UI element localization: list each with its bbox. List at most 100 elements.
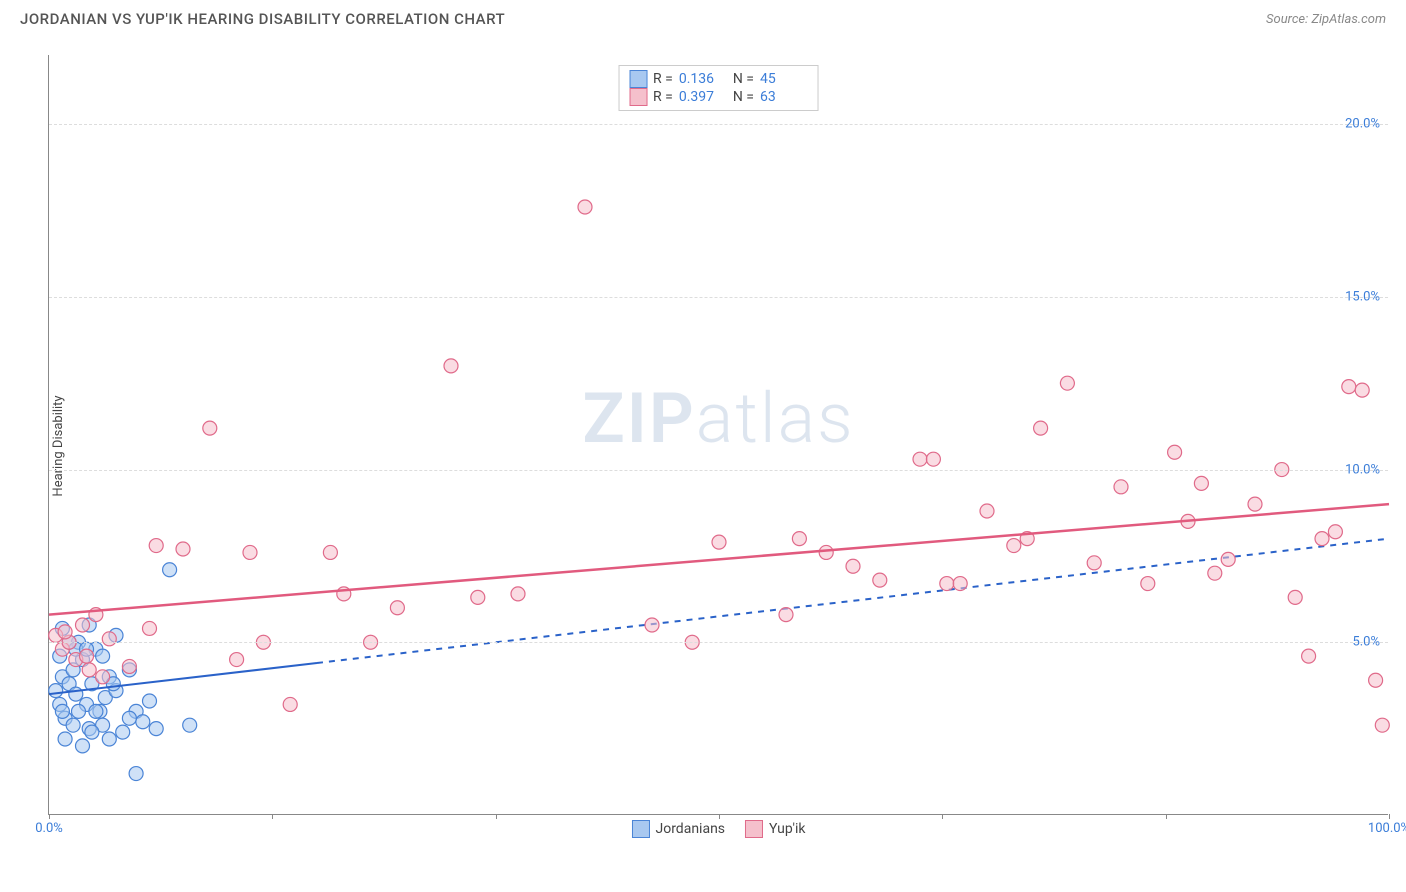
data-point xyxy=(390,601,404,615)
gridline xyxy=(49,124,1388,125)
data-point xyxy=(1328,525,1342,539)
data-point xyxy=(149,539,163,553)
data-point xyxy=(163,563,177,577)
data-point xyxy=(1168,445,1182,459)
y-tick-label: 20.0% xyxy=(1345,117,1380,132)
gridline xyxy=(49,470,1388,471)
data-point xyxy=(143,694,157,708)
data-point xyxy=(283,697,297,711)
stat-r-label: R = xyxy=(653,71,673,87)
data-point xyxy=(712,535,726,549)
chart-plot-area: ZIPatlas R =0.136N =45R =0.397N =63 Jord… xyxy=(48,55,1388,815)
stat-n-label: N = xyxy=(733,89,754,105)
data-point xyxy=(1060,376,1074,390)
data-point xyxy=(80,649,94,663)
data-point xyxy=(76,618,90,632)
legend-swatch xyxy=(629,70,647,88)
x-tick-mark xyxy=(1389,814,1390,819)
data-point xyxy=(143,621,157,635)
data-point xyxy=(203,421,217,435)
y-tick-label: 15.0% xyxy=(1345,289,1380,304)
legend-series-item: Yup'ik xyxy=(745,820,805,838)
data-point xyxy=(116,725,130,739)
x-tick-mark xyxy=(1166,814,1167,819)
page-title: JORDANIAN VS YUP'IK HEARING DISABILITY C… xyxy=(20,10,505,28)
data-point xyxy=(1221,552,1235,566)
data-point xyxy=(102,732,116,746)
data-point xyxy=(980,504,994,518)
stat-r-value: 0.136 xyxy=(679,71,727,87)
data-point xyxy=(1342,380,1356,394)
data-point xyxy=(1355,383,1369,397)
data-point xyxy=(323,545,337,559)
data-point xyxy=(82,663,96,677)
stat-n-value: 63 xyxy=(760,89,808,105)
data-point xyxy=(578,200,592,214)
data-point xyxy=(792,532,806,546)
data-point xyxy=(69,687,83,701)
legend-swatch xyxy=(629,88,647,106)
data-point xyxy=(66,718,80,732)
data-point xyxy=(58,732,72,746)
data-point xyxy=(940,577,954,591)
gridline xyxy=(49,297,1388,298)
data-point xyxy=(136,715,150,729)
y-tick-label: 5.0% xyxy=(1352,635,1380,650)
legend-series: Jordanians Yup'ik xyxy=(631,820,805,838)
data-point xyxy=(819,545,833,559)
data-point xyxy=(1208,566,1222,580)
data-point xyxy=(49,684,63,698)
gridline xyxy=(49,642,1388,643)
data-point xyxy=(76,739,90,753)
x-tick-mark xyxy=(942,814,943,819)
scatter-plot-svg xyxy=(49,55,1388,814)
legend-stat-row: R =0.397N =63 xyxy=(629,88,808,106)
legend-series-label: Yup'ik xyxy=(769,821,805,837)
data-point xyxy=(873,573,887,587)
stat-n-label: N = xyxy=(733,71,754,87)
data-point xyxy=(71,704,85,718)
x-tick-mark xyxy=(719,814,720,819)
data-point xyxy=(129,767,143,781)
data-point xyxy=(913,452,927,466)
x-tick-label: 100.0% xyxy=(1368,821,1406,836)
data-point xyxy=(1302,649,1316,663)
data-point xyxy=(779,608,793,622)
data-point xyxy=(176,542,190,556)
data-point xyxy=(58,625,72,639)
data-point xyxy=(149,722,163,736)
data-point xyxy=(122,659,136,673)
legend-swatch xyxy=(631,820,649,838)
y-tick-label: 10.0% xyxy=(1345,462,1380,477)
data-point xyxy=(85,725,99,739)
data-point xyxy=(953,577,967,591)
legend-stats: R =0.136N =45R =0.397N =63 xyxy=(618,65,819,111)
data-point xyxy=(1087,556,1101,570)
data-point xyxy=(243,545,257,559)
data-point xyxy=(444,359,458,373)
stat-n-value: 45 xyxy=(760,71,808,87)
legend-series-item: Jordanians xyxy=(631,820,725,838)
data-point xyxy=(645,618,659,632)
data-point xyxy=(1007,539,1021,553)
data-point xyxy=(1315,532,1329,546)
data-point xyxy=(471,590,485,604)
data-point xyxy=(1034,421,1048,435)
x-tick-mark xyxy=(272,814,273,819)
data-point xyxy=(846,559,860,573)
data-point xyxy=(1248,497,1262,511)
legend-stat-row: R = 0.136 N = 45 xyxy=(629,70,808,88)
data-point xyxy=(926,452,940,466)
data-point xyxy=(1141,577,1155,591)
data-point xyxy=(1369,673,1383,687)
source-attribution: Source: ZipAtlas.com xyxy=(1266,12,1386,27)
legend-swatch xyxy=(745,820,763,838)
data-point xyxy=(183,718,197,732)
data-point xyxy=(1194,476,1208,490)
x-tick-mark xyxy=(49,814,50,819)
stat-r-label: R = xyxy=(653,89,673,105)
data-point xyxy=(1288,590,1302,604)
data-point xyxy=(1114,480,1128,494)
data-point xyxy=(122,711,136,725)
data-point xyxy=(102,632,116,646)
